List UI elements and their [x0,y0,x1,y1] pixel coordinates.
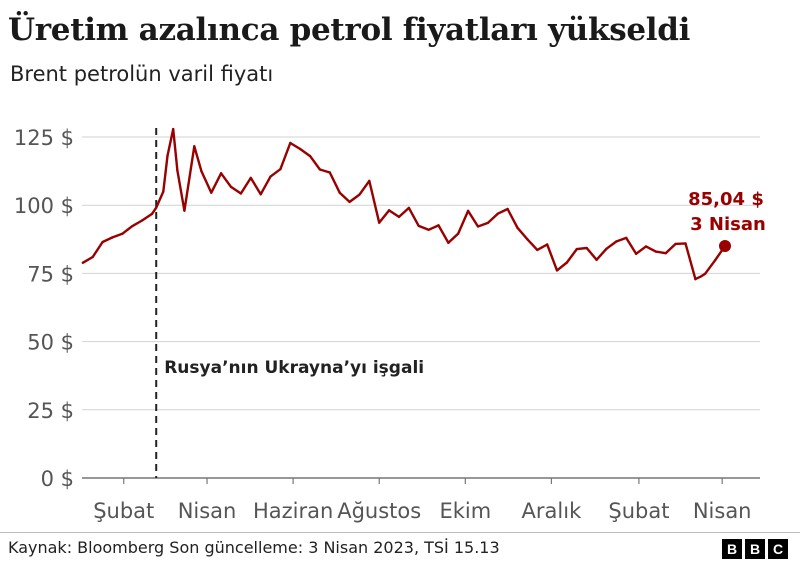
y-tick-label: 125 $ [14,126,74,150]
data-point [210,191,213,194]
chart-area: 0 $ 25 $ 50 $ 75 $ 100 $ 125 $ Şubat Nisan Hazir… [14,126,766,523]
data-point [140,219,144,222]
data-point [605,247,608,251]
data-point [536,248,539,252]
data-point [121,232,124,236]
x-tick-label: Nisan [178,499,237,523]
data-point [713,259,717,262]
data-point [269,175,272,178]
data-point [644,245,648,248]
data-point [684,242,687,245]
data-point [101,240,104,244]
data-point [249,176,252,180]
data-point [457,232,460,235]
data-point [555,269,559,272]
footer-divider [0,532,800,533]
bbc-logo-letter: B [745,539,765,559]
data-point [565,261,569,264]
data-point [447,241,450,245]
data-point [200,169,203,173]
data-point [595,258,598,261]
bbc-logo: B B C [722,539,788,559]
data-point [368,179,371,183]
data-point [654,250,658,253]
data-point [308,154,312,158]
data-point [664,252,667,255]
data-point [328,171,332,174]
data-point [81,261,85,264]
data-point [162,190,165,193]
data-point [437,224,440,227]
data-point [397,215,401,219]
data-point [417,224,420,228]
data-point [634,252,638,255]
data-point [338,191,341,194]
y-tick-label: 75 $ [27,262,74,286]
data-point [358,193,361,196]
data-point [219,172,223,175]
chart-title: Üretim azalınca petrol fiyatları yükseld… [8,12,691,48]
x-tick-label: Ağustos [337,499,421,523]
y-tick-label: 25 $ [27,399,74,423]
data-point [466,209,470,213]
x-tick-label: Ekim [439,499,491,523]
data-point [239,192,243,195]
data-point [289,141,292,145]
data-point [171,127,175,131]
data-point [674,242,677,246]
data-point [585,246,588,250]
y-tick-label: 0 $ [41,467,74,491]
data-point [279,167,282,171]
y-tick-label: 100 $ [14,194,74,218]
data-point [545,243,549,246]
data-point [407,206,411,210]
data-point [318,168,322,171]
x-tick-label: Aralık [522,499,583,523]
data-point [298,147,302,151]
data-point [615,240,618,243]
data-point [516,226,519,230]
data-point [378,221,381,224]
data-point [496,212,499,215]
data-point [575,247,579,251]
last-value-dot [719,240,731,253]
data-point [193,145,196,148]
data-point [131,225,134,228]
data-point [486,221,490,225]
y-tick-label: 50 $ [27,331,74,355]
x-tick-label: Şubat [608,499,669,523]
data-point [526,238,529,241]
last-date-label: 3 Nisan [690,214,766,235]
x-tick-label: Şubat [93,499,154,523]
series-line [82,127,726,281]
bbc-logo-letter: B [722,539,742,559]
source-note: Kaynak: Bloomberg Son güncelleme: 3 Nisa… [8,538,500,557]
x-tick-label: Nisan [693,499,752,523]
data-point [699,275,703,278]
data-point [259,193,262,196]
data-point [506,207,509,211]
data-point [229,185,233,189]
data-point [176,169,179,172]
data-point [150,212,154,216]
data-point [476,225,480,228]
data-point [155,206,158,209]
data-point [427,228,430,231]
data-point [183,209,186,212]
data-point [348,200,351,204]
data-point [111,236,114,239]
bbc-logo-letter: C [768,539,788,559]
data-point [694,277,697,281]
last-value-label: 85,04 $ [688,189,764,210]
data-point [91,255,94,259]
data-point [625,236,628,240]
data-point [166,154,169,158]
data-point [387,209,391,212]
chart-subtitle: Brent petrolün varil fiyatı [10,62,274,86]
x-tick-label: Haziran [253,499,333,523]
event-marker-label: Rusya’nın Ukrayna’yı işgali [164,358,424,378]
data-point [704,272,707,275]
